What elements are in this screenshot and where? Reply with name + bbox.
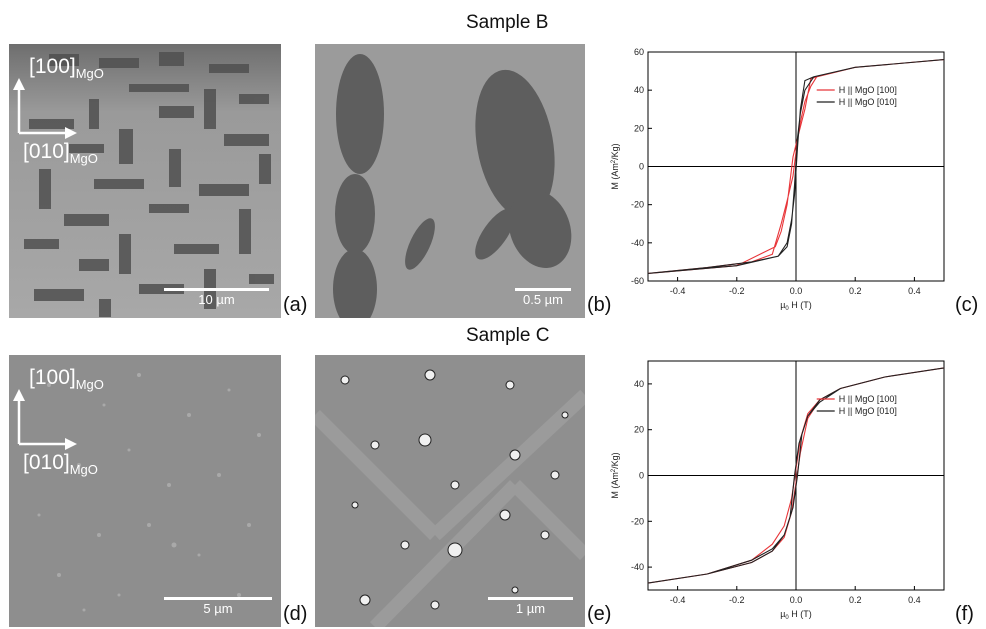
scalebar-e-label: 1 µm — [515, 601, 546, 616]
scalebar-d: 5 µm — [164, 597, 272, 616]
sem-image-e-texture — [315, 355, 585, 627]
panel-label-a: (a) — [283, 294, 308, 316]
panel-label-d: (d) — [283, 603, 308, 625]
chart-c-ytick-label: 0 — [639, 162, 644, 172]
orientation-label-010-d: [010]MgO — [23, 451, 98, 478]
chart-f-xtick-label: 0.2 — [849, 595, 862, 605]
chart-f-xlabel: µ0 H (T) — [780, 609, 812, 621]
panel-label-e: (e) — [587, 603, 612, 625]
orientation-label-010-a: [010]MgO — [23, 140, 98, 167]
chart-c-ytick-label: -60 — [631, 276, 644, 286]
chart-c-xtick-label: 0.2 — [849, 286, 862, 296]
scalebar-d-label: 5 µm — [203, 601, 233, 616]
chart-c-ylabel: M (Am2/Kg) — [610, 143, 620, 189]
chart-c-xtick-label: 0.0 — [790, 286, 803, 296]
orientation-label-100-a: [100]MgO — [29, 55, 104, 82]
chart-f-ytick-label: 40 — [634, 379, 644, 389]
particle-pattern-d — [37, 373, 261, 612]
chart-c-ytick-label: 40 — [634, 85, 644, 95]
panel-label-b: (b) — [587, 294, 612, 316]
chart-c-ytick-label: -40 — [631, 238, 644, 248]
mh-loop-chart-sample-b: -0.4 -0.2 0.0 0.2 0.4 -60 -40 -20 0 20 40 60 µ0 H (T… — [610, 47, 945, 312]
particles-e — [340, 369, 569, 610]
chart-c-xtick-label: 0.4 — [908, 286, 921, 296]
chart-f-ylabel: M (Am2/Kg) — [610, 452, 620, 498]
chart-f-xtick-label: -0.2 — [729, 595, 745, 605]
domain-pattern-a — [24, 52, 274, 317]
sample-b-title: Sample B — [466, 12, 549, 33]
sem-image-b: 0.5 µm — [315, 44, 585, 318]
sem-image-e: 1 µm — [315, 355, 585, 627]
orientation-arrows-a — [13, 78, 77, 139]
chart-f-ytick-label: 20 — [634, 425, 644, 435]
sem-image-d-texture — [9, 355, 281, 627]
chart-f-xtick-label: 0.4 — [908, 595, 921, 605]
scalebar-b: 0.5 µm — [515, 288, 571, 307]
chart-f-ytick-label: -40 — [631, 562, 644, 572]
sem-image-b-texture — [315, 44, 585, 318]
chart-f-ytick-label: -20 — [631, 516, 644, 526]
chart-c-legend-label-0: H || MgO [100] — [839, 85, 897, 95]
sem-image-d: [100]MgO [010]MgO 5 µm — [9, 355, 281, 627]
chart-f-legend-label-0: H || MgO [100] — [839, 394, 897, 404]
chart-c-xlabel: µ0 H (T) — [780, 300, 812, 312]
chart-c-legend-label-1: H || MgO [010] — [839, 97, 897, 107]
orientation-label-100-d: [100]MgO — [29, 366, 104, 393]
scalebar-a: 10 µm — [164, 288, 269, 307]
scalebar-b-label: 0.5 µm — [522, 292, 563, 307]
orientation-arrows-d — [13, 389, 77, 450]
chart-c-xtick-label: -0.2 — [729, 286, 745, 296]
chart-f-legend-label-1: H || MgO [010] — [839, 406, 897, 416]
chart-c-ytick-label: -20 — [631, 200, 644, 210]
chart-c-series-1 — [647, 59, 945, 274]
chart-c-xtick-label: -0.4 — [670, 286, 686, 296]
mh-loop-chart-sample-c: -0.4 -0.2 0.0 0.2 0.4 -40 -20 0 20 40 µ0 H (T) M (A… — [610, 360, 945, 621]
chart-f-xtick-label: -0.4 — [670, 595, 686, 605]
chart-c-ytick-label: 20 — [634, 123, 644, 133]
panel-label-c: (c) — [955, 294, 979, 316]
domain-bands-e — [315, 389, 585, 627]
sem-image-a: [100]MgO [010]MgO 10 µm — [9, 44, 281, 318]
scalebar-e: 1 µm — [488, 597, 573, 616]
sample-c-title: Sample C — [466, 325, 550, 346]
scalebar-a-label: 10 µm — [198, 292, 235, 307]
chart-f-ytick-label: 0 — [639, 471, 644, 481]
panel-label-f: (f) — [955, 603, 974, 625]
sem-image-a-texture — [9, 44, 281, 318]
domain-pattern-b — [333, 54, 572, 318]
chart-f-xtick-label: 0.0 — [790, 595, 803, 605]
chart-c-ytick-label: 60 — [634, 47, 644, 57]
